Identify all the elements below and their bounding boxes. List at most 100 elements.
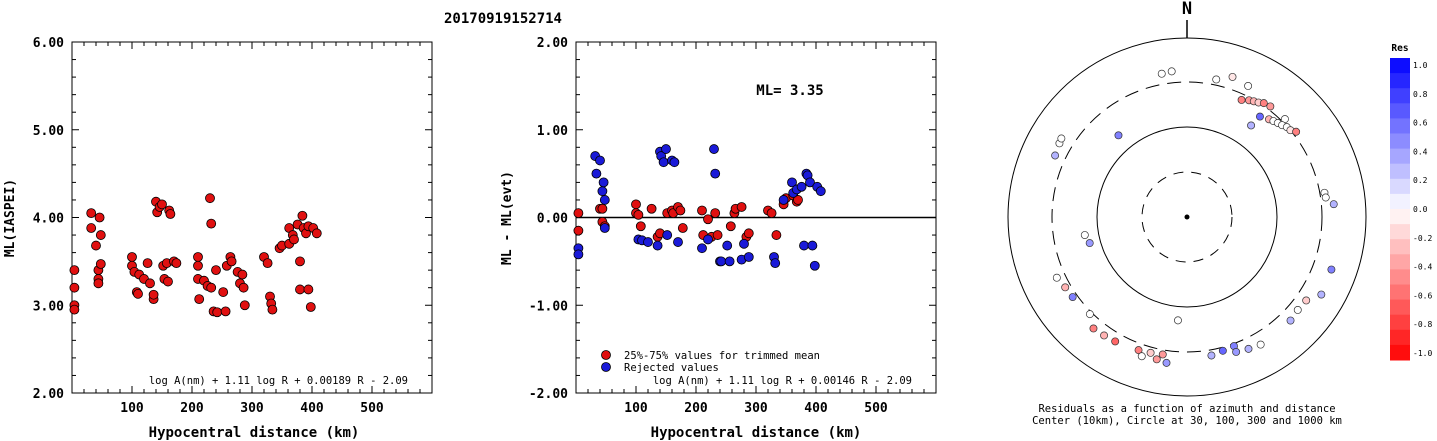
plot1-point-red [133, 288, 143, 299]
plot2-point-red [597, 203, 608, 214]
plot2-point-blue [599, 195, 610, 205]
polar-circle-300km [1051, 81, 1323, 353]
plot1-point-red [295, 284, 305, 295]
legend-red-label: 25%-75% values for trimmed mean [624, 350, 820, 362]
polar-point [1228, 72, 1237, 81]
polar-point [1218, 346, 1227, 355]
plot1-point-red [193, 260, 203, 271]
polar-point [1329, 200, 1338, 209]
polar-point [1232, 348, 1241, 356]
plot1-point-red [193, 252, 203, 262]
plot2-point-blue [643, 237, 653, 247]
plot1-point-red [86, 208, 97, 219]
polar-point [1152, 355, 1161, 364]
plot2-point-blue [661, 144, 671, 154]
polar-point [1317, 290, 1326, 299]
polar-point [1114, 131, 1123, 140]
plot1-point-red [220, 306, 231, 317]
plot2-points [573, 144, 826, 271]
plot1-point-red [212, 307, 223, 318]
plot1-point-red [86, 223, 97, 233]
plot2-point-blue [743, 252, 754, 262]
plot1-point-red [239, 300, 250, 311]
plot1-point-red [157, 199, 167, 210]
plot2-xtick-label: 500 [864, 401, 888, 416]
colorbar-cell [1390, 284, 1410, 301]
event-title: 20170919152714 [444, 11, 562, 27]
polar-point [1259, 99, 1268, 108]
plot2-point-blue [809, 260, 820, 271]
plot1-point-red [91, 240, 101, 251]
plot2-point-red [646, 203, 657, 214]
plot1-ytick-label: 5.00 [33, 124, 64, 139]
plot1-point-red [95, 259, 106, 269]
plot2-xtick-label: 400 [804, 401, 828, 416]
plot1-point-red [295, 256, 305, 267]
plot2-legend: 25%-75% values for trimmed mean Rejected… [601, 350, 820, 374]
polar-point [1134, 346, 1143, 355]
polar-point [1137, 352, 1146, 361]
plot2-point-blue [591, 168, 602, 179]
plot2-point-blue [697, 243, 707, 254]
polar-circle-100km [1096, 126, 1278, 308]
polar-residual-plot: N Residuals as a function of azimuth and… [1007, 0, 1367, 427]
colorbar-tick-label: 0.8 [1413, 90, 1428, 99]
polar-point [1256, 112, 1264, 121]
plot2-ytick-label: 1.00 [537, 124, 568, 139]
polar-point [1174, 316, 1182, 325]
plot1-formula: log A(nm) + 1.11 log R + 0.00189 R - 2.0… [149, 375, 408, 387]
polar-point [1061, 283, 1070, 292]
plot2-point-red [793, 195, 803, 205]
plot1-points [69, 193, 322, 318]
colorbar-tick-label: 0.0 [1413, 205, 1428, 214]
plot1-point-red [194, 294, 205, 305]
colorbar-cell [1390, 88, 1410, 104]
plot1-point-red [142, 258, 153, 269]
plot1-point-red [163, 276, 173, 287]
colorbar-cell [1390, 269, 1410, 285]
polar-point [1266, 102, 1275, 111]
plot1-point-red [237, 269, 248, 280]
polar-center [1184, 214, 1190, 220]
plot2-point-blue [787, 177, 797, 188]
plot2-point-blue [597, 186, 608, 197]
plot1-point-red [165, 209, 176, 219]
plot2-point-red [725, 221, 736, 232]
plot2-point-blue [703, 234, 713, 245]
colorbar-cell [1390, 344, 1410, 361]
plot1-point-red [262, 258, 273, 269]
plot1-point-red [69, 282, 80, 293]
colorbar-cell [1390, 58, 1410, 74]
plot2-point-red [710, 208, 721, 219]
plot1-xtick-label: 300 [240, 401, 264, 416]
plot2-point-blue [658, 157, 669, 168]
polar-circle-1000km [1007, 37, 1367, 397]
plot2-point-blue [652, 240, 663, 251]
plot1-point-red [206, 282, 217, 293]
colorbar-tick-label: 0.2 [1413, 176, 1428, 185]
plot1-point-red [238, 282, 249, 293]
colorbar-cell [1390, 133, 1410, 150]
colorbar-cells [1390, 58, 1410, 361]
colorbar-cell [1390, 209, 1410, 225]
plot2-yaxis-ticks: -2.00 -1.00 0.00 1.00 2.00 [529, 36, 936, 402]
colorbar-title: Res [1391, 43, 1408, 54]
polar-point [1052, 273, 1061, 282]
plot1-point-red [205, 193, 215, 204]
plot2-point-blue [778, 195, 789, 205]
polar-point [1068, 293, 1077, 302]
plot1-xlabel: Hypocentral distance (km) [149, 425, 360, 441]
plot1-ytick-label: 2.00 [33, 387, 64, 402]
plot1-xtick-label: 200 [180, 401, 204, 416]
polar-point [1286, 316, 1295, 325]
plot2-point-red [743, 228, 754, 239]
plot2-point-red [677, 223, 688, 233]
plot1-ytick-label: 4.00 [33, 212, 64, 227]
plot1-point-red [305, 302, 316, 312]
plot2-ytick-label: 0.00 [537, 212, 568, 227]
plot1-point-red [148, 289, 159, 300]
plot1-point-red [303, 284, 314, 295]
colorbar-cell [1390, 163, 1410, 180]
plot1-point-red [226, 256, 237, 267]
